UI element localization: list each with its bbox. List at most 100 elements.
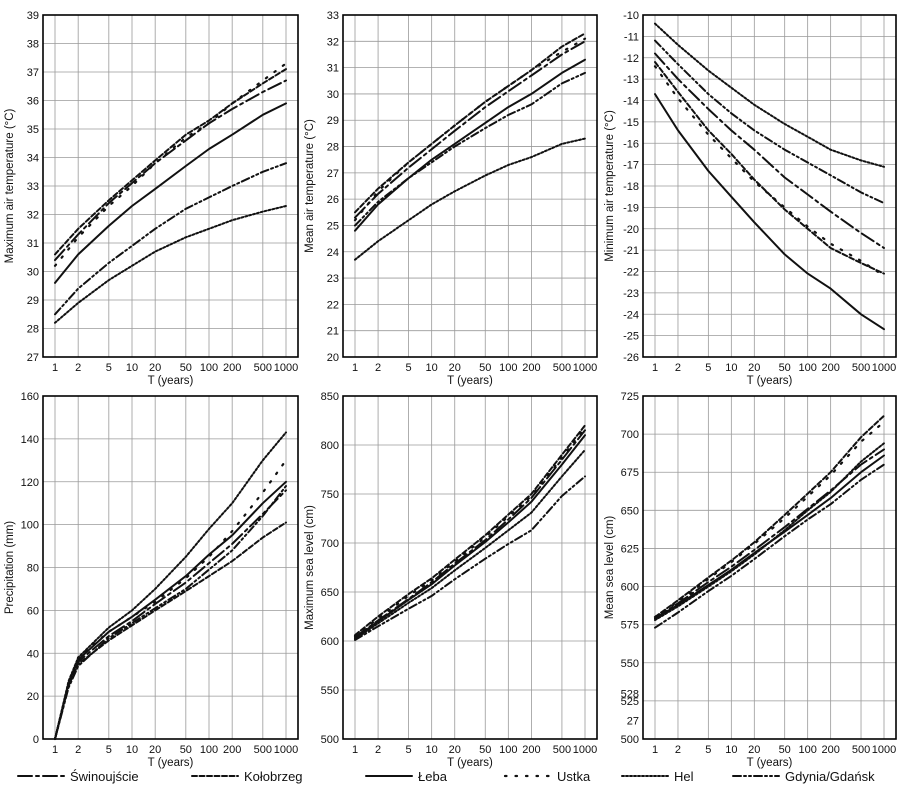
y-tick-label: 31	[327, 63, 339, 75]
x-tick-label: 500	[852, 744, 870, 756]
y-tick-label: -10	[623, 10, 639, 22]
chart-panel-6: 500 525 550 575 600 625 650 675 700 725 1 2 5 10 20 50 1…	[604, 391, 897, 769]
x-tick-label: 1000	[274, 744, 298, 756]
y-tick-label: 38	[27, 39, 39, 51]
x-tick-label: 100	[798, 744, 816, 756]
y-tick-label: -23	[623, 288, 639, 300]
y-tick-label: 650	[321, 587, 339, 599]
y-tick-label: 500	[621, 734, 639, 746]
x-tick-label: 20	[149, 362, 161, 374]
x-tick-label: 50	[479, 744, 491, 756]
y-tick-label: -11	[624, 31, 639, 43]
plot-frame	[42, 395, 299, 740]
x-tick-label: 2	[75, 362, 81, 374]
y-tick-label: 600	[321, 636, 339, 648]
y-tick-label: -26	[623, 352, 639, 364]
y-tick-label: 650	[621, 505, 639, 517]
series-line-swinoujscie	[654, 52, 885, 249]
series-line-gdynia	[654, 463, 885, 629]
x-tick-label: 20	[149, 744, 161, 756]
x-tick-label: 1000	[573, 362, 597, 374]
x-tick-label: 500	[553, 362, 571, 374]
y-tick-label: 40	[27, 648, 39, 660]
y-tick-label: -13	[623, 74, 639, 86]
x-axis-label: T (years)	[148, 757, 194, 769]
series-line-leba	[654, 93, 885, 331]
x-tick-label: 100	[499, 362, 517, 374]
y-tick-label: 575	[621, 620, 639, 632]
y-tick-label: -18	[623, 181, 639, 193]
x-tick-label: 10	[725, 744, 737, 756]
y-tick-label: 29	[327, 115, 339, 127]
y-tick-label: 36	[27, 96, 39, 108]
y-tick-label: 20	[327, 352, 339, 364]
y-tick-label: 850	[321, 391, 339, 403]
x-tick-label: 50	[779, 744, 791, 756]
y-tick-label: 500	[321, 734, 339, 746]
series-line-ustka	[653, 65, 886, 277]
x-tick-label: 1	[352, 744, 358, 756]
x-tick-label: 2	[675, 744, 681, 756]
y-tick-label: 32	[327, 36, 339, 48]
x-tick-label: 200	[223, 362, 241, 374]
x-tick-label: 2	[375, 744, 381, 756]
chart-panel-4: 0 20 40 60 80 100 120 140 160 1 2 5 10 20 50 100 200 500 1…	[4, 391, 299, 769]
x-tick-label: 5	[705, 362, 711, 374]
y-tick-label: 26	[327, 194, 339, 206]
x-tick-label: 2	[75, 744, 81, 756]
y-tick-label: 30	[327, 89, 339, 101]
y-tick-label: 725	[621, 391, 639, 403]
legend: Świnoujście Kołobrzeg Łeba Ustka Hel Gdynia/G…	[17, 769, 875, 784]
y-tick-label: -12	[623, 53, 639, 65]
x-tick-label: 5	[705, 744, 711, 756]
legend-item-gdynia: Gdynia/Gdańsk	[732, 769, 875, 784]
x-tick-label: 10	[126, 744, 138, 756]
y-tick-label: 100	[21, 520, 39, 532]
x-tick-label: 100	[499, 744, 517, 756]
series-line-gdynia	[54, 162, 287, 316]
y-tick-label: 0	[33, 734, 39, 746]
series-line-hel	[354, 137, 586, 261]
y-axis-label: Minimum air temperature (°C)	[604, 110, 616, 262]
y-tick-label: 32	[27, 210, 39, 222]
y-tick-label: -25	[623, 331, 639, 343]
x-tick-label: 100	[200, 362, 218, 374]
x-tick-label: 50	[180, 744, 192, 756]
series-line-gdynia	[654, 39, 885, 205]
y-axis-label: Maximum air temperature (°C)	[4, 108, 16, 263]
series-line-swinoujscie	[354, 40, 586, 219]
y-tick-label: 39	[27, 10, 39, 22]
y-tick-label: 550	[321, 685, 339, 697]
x-axis-label: T (years)	[447, 375, 493, 387]
y-axis-label: Precipitation (mm)	[4, 521, 16, 614]
x-tick-label: 1000	[872, 362, 896, 374]
y-tick-label: 22	[327, 299, 339, 311]
x-tick-label: 1	[652, 362, 658, 374]
series-line-gdynia	[354, 71, 586, 227]
series-line-ustka	[353, 426, 587, 638]
legend-label: Łeba	[418, 769, 448, 784]
y-tick-label: 550	[621, 658, 639, 670]
y-tick-label: 20	[27, 691, 39, 703]
legend-label: Kołobrzeg	[244, 769, 303, 784]
series-line-gdynia	[354, 475, 586, 641]
x-tick-label: 2	[375, 362, 381, 374]
x-tick-label: 10	[426, 744, 438, 756]
series-line-hel	[54, 205, 287, 324]
y-tick-label: 160	[21, 391, 39, 403]
y-tick-label: 33	[27, 181, 39, 193]
x-tick-label: 10	[725, 362, 737, 374]
y-tick-label: 31	[27, 238, 39, 250]
legend-label: Hel	[674, 769, 694, 784]
x-tick-label: 1	[52, 744, 58, 756]
series-line-hel	[54, 431, 287, 740]
y-tick-label: 700	[321, 538, 339, 550]
series-line-ustka	[53, 459, 288, 741]
series-line-swinoujscie	[354, 429, 586, 639]
y-tick-label: 37	[27, 67, 39, 79]
y-tick-label: 30	[27, 267, 39, 279]
y-tick-label: 625	[621, 543, 639, 555]
legend-item-leba: Łeba	[365, 769, 448, 784]
